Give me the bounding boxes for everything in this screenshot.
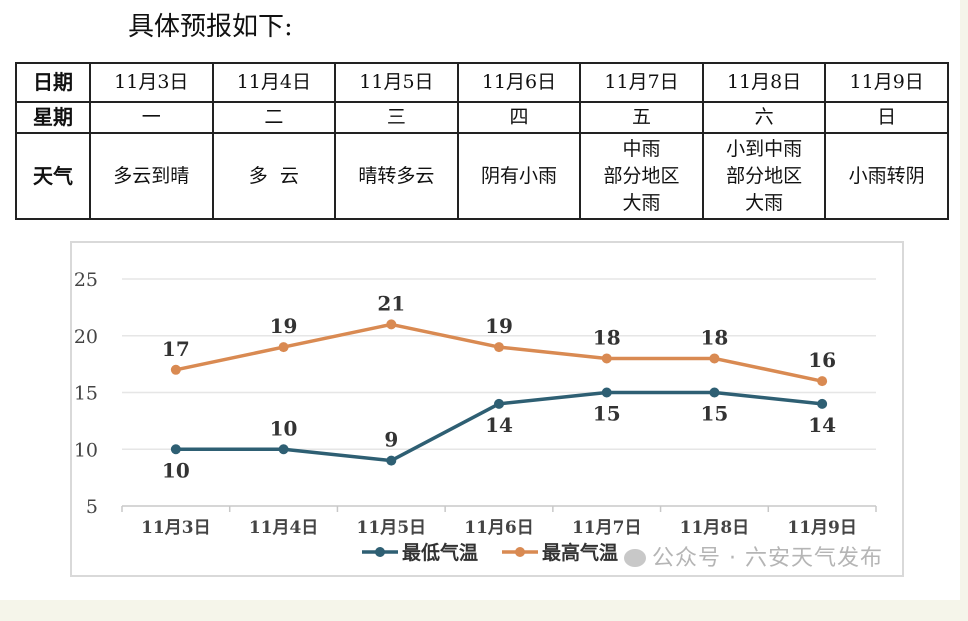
date-cell: 11月5日 [334,62,459,103]
weather-line: 部分地区 [603,164,680,187]
data-label: 15 [701,402,729,426]
weather-cell: 多云到晴 [89,132,214,220]
chart-svg: 5 10 15 20 25 11月3日 11月4日 11月5日 11月6日 11月7日 11月8日 1… [74,269,877,564]
data-point [170,364,181,375]
y-tick-label: 5 [86,496,98,518]
data-label: 14 [808,413,836,437]
date-cell: 11月6日 [456,62,582,103]
weather-line: 小雨转阴 [848,164,925,187]
watermark: 公众号 · 六安天气发布 [624,540,883,572]
x-tick-label: 11月8日 [680,518,750,538]
x-tick-label: 11月7日 [572,518,642,538]
data-label: 21 [377,291,405,315]
forecast-table: 日期 11月3日 11月4日 11月5日 11月6日 11月7日 11月8日 1… [15,62,949,220]
weather-line: 晴转多云 [358,164,435,187]
data-point [709,353,720,364]
weekday-cell: 日 [824,101,949,134]
data-point [601,387,612,398]
wechat-icon [624,549,646,567]
data-label: 10 [270,416,298,440]
weekday-cell: 四 [456,101,582,134]
weather-cell: 晴转多云 [334,132,459,220]
x-tick-label: 11月3日 [141,518,211,538]
weather-line: 中雨 [622,137,661,160]
date-cell: 11月9日 [824,62,949,103]
y-tick-label: 25 [74,269,98,291]
legend-label: 最高气温 [542,541,618,564]
weather-cell: 中雨 部分地区 大雨 [579,132,704,220]
legend-label: 最低气温 [402,541,478,564]
data-label: 9 [384,428,398,452]
data-point [601,353,612,364]
date-row: 日期 11月3日 11月4日 11月5日 11月6日 11月7日 11月8日 1… [15,62,949,103]
legend-swatch-marker [515,547,525,557]
data-point [278,444,289,455]
weekday-row: 星期 一 二 三 四 五 六 日 [15,101,949,134]
data-label: 15 [593,402,621,426]
weekday-cell: 一 [89,101,214,134]
page-sheet: 具体预报如下: 日期 11月3日 11月4日 11月5日 11月6日 11月7日… [0,0,960,600]
data-point [386,319,397,330]
x-tick-label: 11月9日 [787,518,857,538]
weather-line: 大雨 [745,191,784,214]
date-row-label: 日期 [15,62,91,103]
weekday-cell: 六 [701,101,827,134]
weather-line: 多云到晴 [113,164,190,187]
data-label: 10 [162,458,190,482]
weather-cell: 阴有小雨 [456,132,582,220]
weekday-cell: 二 [211,101,337,134]
weekday-cell: 三 [334,101,459,134]
y-tick-label: 15 [74,383,98,405]
weather-line: 小到中雨 [726,137,803,160]
data-point [278,342,289,353]
weather-row-label: 天气 [15,132,91,220]
weekday-cell: 五 [579,101,704,134]
weather-cell: 小到中雨 部分地区 大雨 [701,132,827,220]
data-label: 14 [485,413,513,437]
data-point [170,444,181,455]
data-label: 16 [808,348,836,372]
x-tick-label: 11月4日 [249,518,319,538]
date-cell: 11月3日 [89,62,214,103]
data-point [817,376,828,387]
data-label: 18 [593,325,621,349]
data-label: 19 [485,314,513,338]
watermark-text: 公众号 · 六安天气发布 [652,546,883,571]
weather-line: 大雨 [622,191,661,214]
y-tick-label: 20 [74,326,98,348]
legend-swatch-marker [375,547,385,557]
date-cell: 11月4日 [211,62,337,103]
data-point [494,398,504,409]
weather-line: 部分地区 [726,164,803,187]
weather-row: 天气 多云到晴 多 云 晴转多云 阴有小雨 中雨 部分地区 大雨 小到中雨 部分… [15,132,949,220]
temperature-chart: 5 10 15 20 25 11月3日 11月4日 11月5日 11月6日 11月7日 11月8日 1… [70,241,904,577]
y-tick-label: 10 [74,439,98,461]
weather-line: 阴有小雨 [480,164,557,187]
x-tick-label: 11月6日 [464,518,534,538]
data-label: 19 [270,314,298,338]
weekday-row-label: 星期 [15,101,91,134]
weather-line: 多 云 [248,164,299,187]
data-point [709,387,720,398]
data-point [494,342,504,353]
data-label: 18 [701,325,729,349]
x-tick-label: 11月5日 [357,518,427,538]
intro-text: 具体预报如下: [128,12,293,42]
data-point [386,455,397,466]
data-point [817,398,828,409]
weather-cell: 小雨转阴 [824,132,949,220]
date-cell: 11月7日 [579,62,704,103]
data-label: 17 [162,337,190,361]
date-cell: 11月8日 [701,62,827,103]
weather-cell: 多 云 [211,132,337,220]
